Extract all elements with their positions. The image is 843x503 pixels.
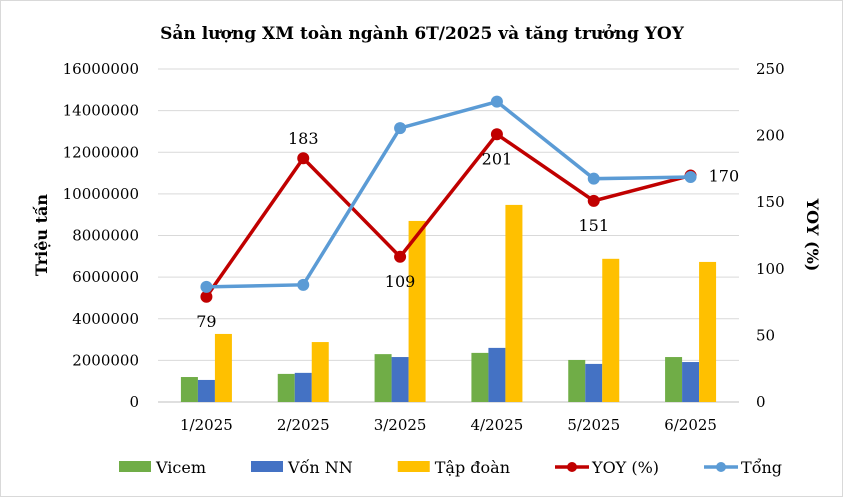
data-label-yoy: 170 [709,167,740,186]
y-tick-label: 2000000 [72,351,139,369]
bar-tập-đoàn [408,220,426,402]
legend-tong-label: Tổng [741,458,782,477]
line-tong [206,99,691,289]
legend-tập-đoàn-label: Tập đoàn [435,458,510,477]
data-label-yoy: 109 [385,272,416,291]
line-yoy [204,131,692,298]
x-tick-label: 1/2025 [180,416,233,434]
bar-vốn-nn [197,379,215,402]
marker-yoy [297,152,310,165]
y2-tick-label: 0 [756,393,766,411]
chart-title: Sản lượng XM toàn ngành 6T/2025 và tăng … [160,24,685,44]
bar-vốn-nn [391,357,409,402]
marker-tong [297,278,310,291]
y-tick-label: 8000000 [72,227,139,245]
x-tick-label: 5/2025 [567,416,620,434]
bar-vốn-nn [294,372,312,402]
bar-tập-đoàn [602,258,620,402]
legend-tong-marker [716,462,727,472]
bar-tập-đoàn [311,342,329,402]
y2-tick-label: 200 [756,127,785,145]
bar-vicem [277,373,295,402]
y-tick-label: 14000000 [63,102,139,120]
x-tick-label: 2/2025 [277,416,330,434]
legend-yoy-marker [567,462,577,472]
x-tick-label: 4/2025 [471,416,524,434]
bar-tập-đoàn [214,333,232,402]
bar-vicem [180,377,198,402]
y-axis-label: Triệu tấn [32,194,51,276]
y-tick-label: 6000000 [72,268,139,286]
bar-tập-đoàn [505,204,523,402]
bar-vốn-nn [682,362,700,402]
y2-tick-label: 50 [756,326,775,344]
y-tick-label: 16000000 [63,60,139,78]
legend-tập-đoàn-swatch [397,461,430,472]
marker-yoy [200,290,213,303]
marker-tong [587,172,600,185]
bar-vicem [568,359,586,402]
marker-tong [394,122,407,135]
data-label-yoy: 201 [482,149,513,168]
y2-axis-label: YOY (%) [803,198,822,272]
x-tick-label: 3/2025 [374,416,427,434]
y2-tick-label: 150 [756,193,785,211]
y2-tick-label: 100 [756,260,785,278]
y-tick-label: 10000000 [63,185,139,203]
marker-tong [490,95,503,108]
y2-tick-label: 250 [756,60,785,78]
legend-vicem-swatch [119,461,151,472]
y-tick-label: 12000000 [63,143,139,161]
legend-vốn-nn-swatch [251,461,283,472]
marker-yoy [490,128,503,141]
y-tick-label: 0 [129,393,139,411]
x-tick-label: 6/2025 [664,416,717,434]
marker-yoy [587,194,600,207]
legend-yoy-label: YOY (%) [591,458,659,477]
bar-vốn-nn [585,363,603,402]
data-label-yoy: 79 [196,312,216,331]
bar-vốn-nn [488,347,506,402]
data-label-yoy: 183 [288,129,319,148]
bar-vicem [665,357,683,402]
legend-vicem-label: Vicem [155,458,206,477]
bar-tập-đoàn [699,261,717,402]
bar-vicem [471,352,489,402]
bar-vicem [374,354,392,402]
marker-tong [200,280,213,293]
legend-vốn-nn-label: Vốn NN [287,458,353,477]
marker-yoy [394,250,407,263]
marker-tong [684,171,697,184]
data-label-yoy: 151 [578,216,609,235]
y-tick-label: 4000000 [72,310,139,328]
